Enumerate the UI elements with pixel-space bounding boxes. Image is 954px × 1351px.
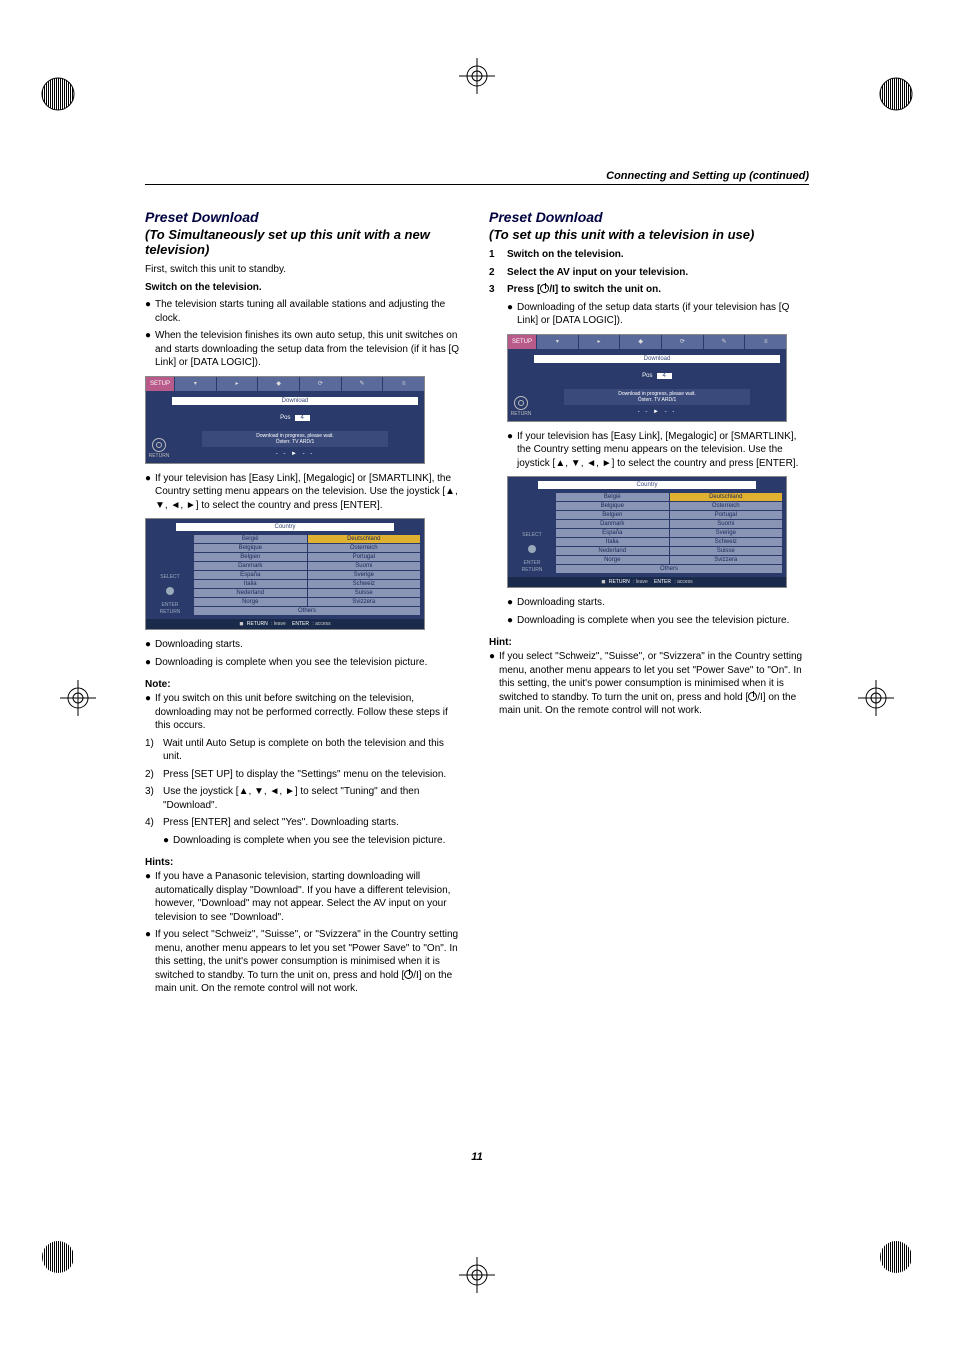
reg-mark-icon xyxy=(878,76,914,112)
right-step: 1Switch on the television. xyxy=(489,248,809,262)
right-step: 2Select the AV input on your television. xyxy=(489,266,809,280)
hint-bullet: ●If you have a Panasonic television, sta… xyxy=(145,870,465,924)
tv-download-screenshot: SETUP ▾▸◆⟳✎≡ RETURN Download Pos4 Downlo… xyxy=(507,334,787,422)
left-switch-on: Switch on the television. xyxy=(145,281,465,295)
tv-setup-label: SETUP xyxy=(146,377,174,391)
tv-country-screenshot: Country SELECT ENTER RETURN België Deuts… xyxy=(145,518,425,630)
right-bullet: ●If your television has [Easy Link], [Me… xyxy=(507,430,809,471)
page-number: 11 xyxy=(0,1151,954,1163)
note-step: 3)Use the joystick [▲, ▼, ◄, ►] to selec… xyxy=(145,785,465,812)
crosshair-icon xyxy=(459,1257,495,1293)
left-bullet: ●Downloading is complete when you see th… xyxy=(145,656,465,670)
right-title: Preset Download xyxy=(489,209,809,225)
note-step: 4)Press [ENTER] and select "Yes". Downlo… xyxy=(145,816,465,830)
power-icon xyxy=(404,970,413,979)
power-icon xyxy=(748,692,757,701)
hint-bullet: ●If you select "Schweiz", "Suisse", or "… xyxy=(145,928,465,996)
reg-mark-icon xyxy=(40,76,76,112)
tv-country-grid: België Deutschland Belgique Österreich B… xyxy=(194,535,420,615)
crosshair-icon xyxy=(858,680,894,716)
tv-country-screenshot: Country SELECT ENTER RETURN België Deuts… xyxy=(507,476,787,588)
crosshair-icon xyxy=(60,680,96,716)
left-title: Preset Download xyxy=(145,209,465,225)
left-bullet: ●The television starts tuning all availa… xyxy=(145,298,465,325)
crosshair-icon xyxy=(459,58,495,94)
left-bullet: ●When the television finishes its own au… xyxy=(145,329,465,370)
hint-heading: Hint: xyxy=(489,637,809,648)
right-bullet: ●Downloading is complete when you see th… xyxy=(507,614,809,628)
left-bullet: ●If your television has [Easy Link], [Me… xyxy=(145,472,465,513)
left-bullet: ●Downloading starts. xyxy=(145,638,465,652)
reg-mark-icon xyxy=(40,1239,76,1275)
right-bullet: ●Downloading of the setup data starts (i… xyxy=(507,301,809,328)
note-step: 2)Press [SET UP] to display the "Setting… xyxy=(145,768,465,782)
right-subtitle: (To set up this unit with a television i… xyxy=(489,227,809,242)
hint-bullet: ●If you select "Schweiz", "Suisse", or "… xyxy=(489,650,809,718)
right-step: 3Press [/I] to switch the unit on. xyxy=(489,283,809,297)
right-column: Preset Download (To set up this unit wit… xyxy=(489,209,809,1000)
note-sub-bullet: ●Downloading is complete when you see th… xyxy=(163,834,465,848)
hints-heading: Hints: xyxy=(145,857,465,868)
note-heading: Note: xyxy=(145,679,465,690)
tv-download-screenshot: SETUP ▾▸◆⟳✎≡ RETURN Download Pos4 Downlo… xyxy=(145,376,425,464)
left-intro: First, switch this unit to standby. xyxy=(145,263,465,277)
reg-mark-icon xyxy=(878,1239,914,1275)
running-header: Connecting and Setting up (continued) xyxy=(145,170,809,185)
note-bullet: ●If you switch on this unit before switc… xyxy=(145,692,465,733)
left-subtitle: (To Simultaneously set up this unit with… xyxy=(145,227,465,257)
page-body: Connecting and Setting up (continued) Pr… xyxy=(145,170,809,1000)
power-icon xyxy=(540,284,549,293)
left-column: Preset Download (To Simultaneously set u… xyxy=(145,209,465,1000)
right-bullet: ●Downloading starts. xyxy=(507,596,809,610)
note-step: 1)Wait until Auto Setup is complete on b… xyxy=(145,737,465,764)
